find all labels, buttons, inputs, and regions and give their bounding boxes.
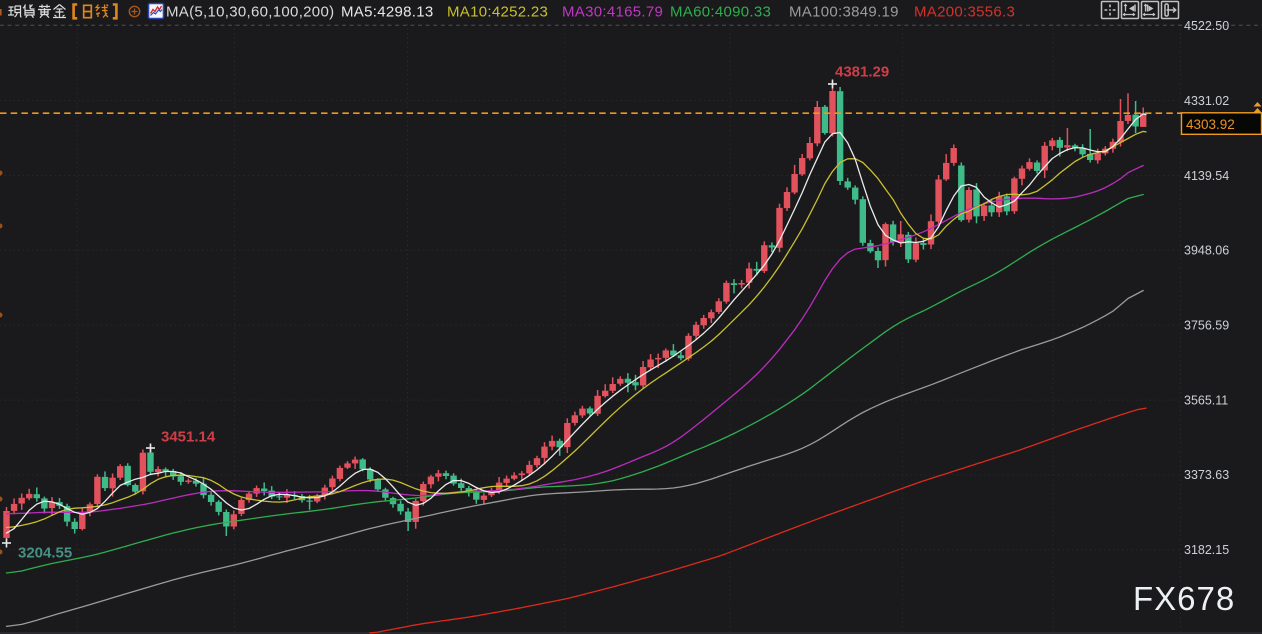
- svg-text:MA60:4090.33: MA60:4090.33: [670, 3, 771, 20]
- svg-text:FX678: FX678: [1133, 580, 1235, 617]
- svg-text:3373.63: 3373.63: [1184, 468, 1229, 482]
- svg-text:MA200:3556.3: MA200:3556.3: [914, 3, 1015, 20]
- svg-text:MA5:4298.13: MA5:4298.13: [341, 3, 434, 20]
- svg-text:3182.15: 3182.15: [1184, 543, 1229, 557]
- svg-text:3565.11: 3565.11: [1184, 393, 1228, 407]
- svg-text:3451.14: 3451.14: [161, 429, 216, 446]
- svg-text:4381.29: 4381.29: [835, 64, 889, 81]
- svg-text:3204.55: 3204.55: [18, 545, 72, 562]
- svg-text:4139.54: 4139.54: [1184, 169, 1229, 183]
- svg-text:4331.02: 4331.02: [1184, 94, 1229, 108]
- svg-text:4522.50: 4522.50: [1184, 19, 1229, 33]
- svg-text:MA(5,10,30,60,100,200): MA(5,10,30,60,100,200): [166, 3, 334, 20]
- svg-text:3948.06: 3948.06: [1184, 244, 1229, 258]
- svg-text:MA30:4165.79: MA30:4165.79: [562, 3, 663, 20]
- svg-text:MA10:4252.23: MA10:4252.23: [447, 3, 548, 20]
- svg-text:3756.59: 3756.59: [1184, 319, 1229, 333]
- svg-text:4303.92: 4303.92: [1186, 117, 1235, 132]
- svg-text:MA100:3849.19: MA100:3849.19: [789, 3, 899, 20]
